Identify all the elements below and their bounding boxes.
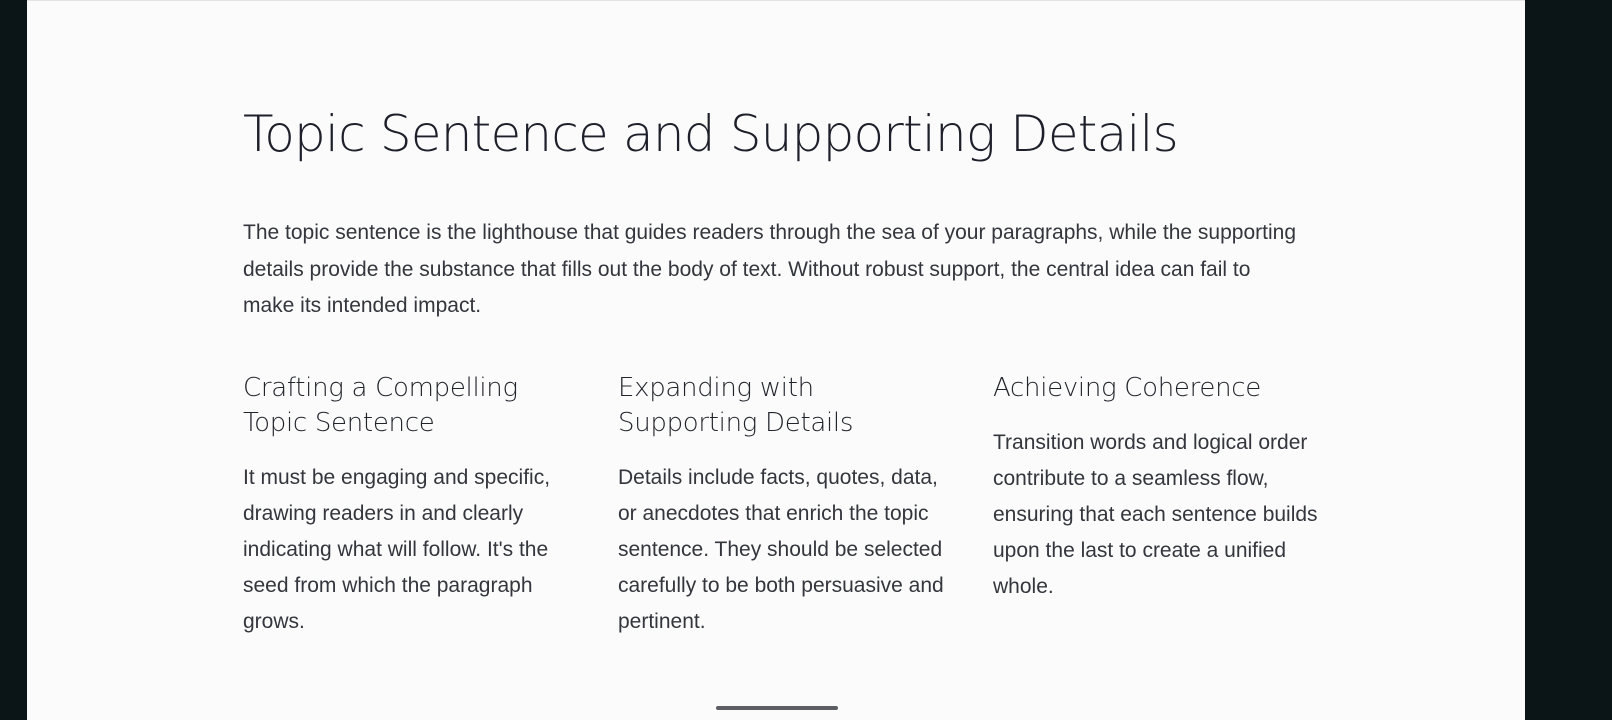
column-heading: Achieving Coherence bbox=[993, 373, 1261, 403]
column-text: Details include facts, quotes, data, or … bbox=[618, 466, 944, 633]
column-text: It must be engaging and specific, drawin… bbox=[243, 466, 551, 633]
scroll-indicator[interactable] bbox=[716, 706, 838, 710]
column-coherence: Achieving Coherence Transition words and… bbox=[993, 371, 1323, 605]
column-heading: Crafting a Compelling Topic Sentence bbox=[243, 373, 518, 438]
column-heading: Expanding with Supporting Details bbox=[618, 373, 854, 438]
column-topic-sentence: Crafting a Compelling Topic Sentence It … bbox=[243, 371, 573, 640]
intro-paragraph: The topic sentence is the lighthouse tha… bbox=[243, 221, 1297, 317]
column-supporting-details: Expanding with Supporting Details Detail… bbox=[618, 371, 948, 640]
column-text: Transition words and logical order contr… bbox=[993, 431, 1318, 598]
page-title: Topic Sentence and Supporting Details bbox=[243, 105, 1179, 163]
slide-page: Topic Sentence and Supporting Details Th… bbox=[27, 0, 1525, 720]
